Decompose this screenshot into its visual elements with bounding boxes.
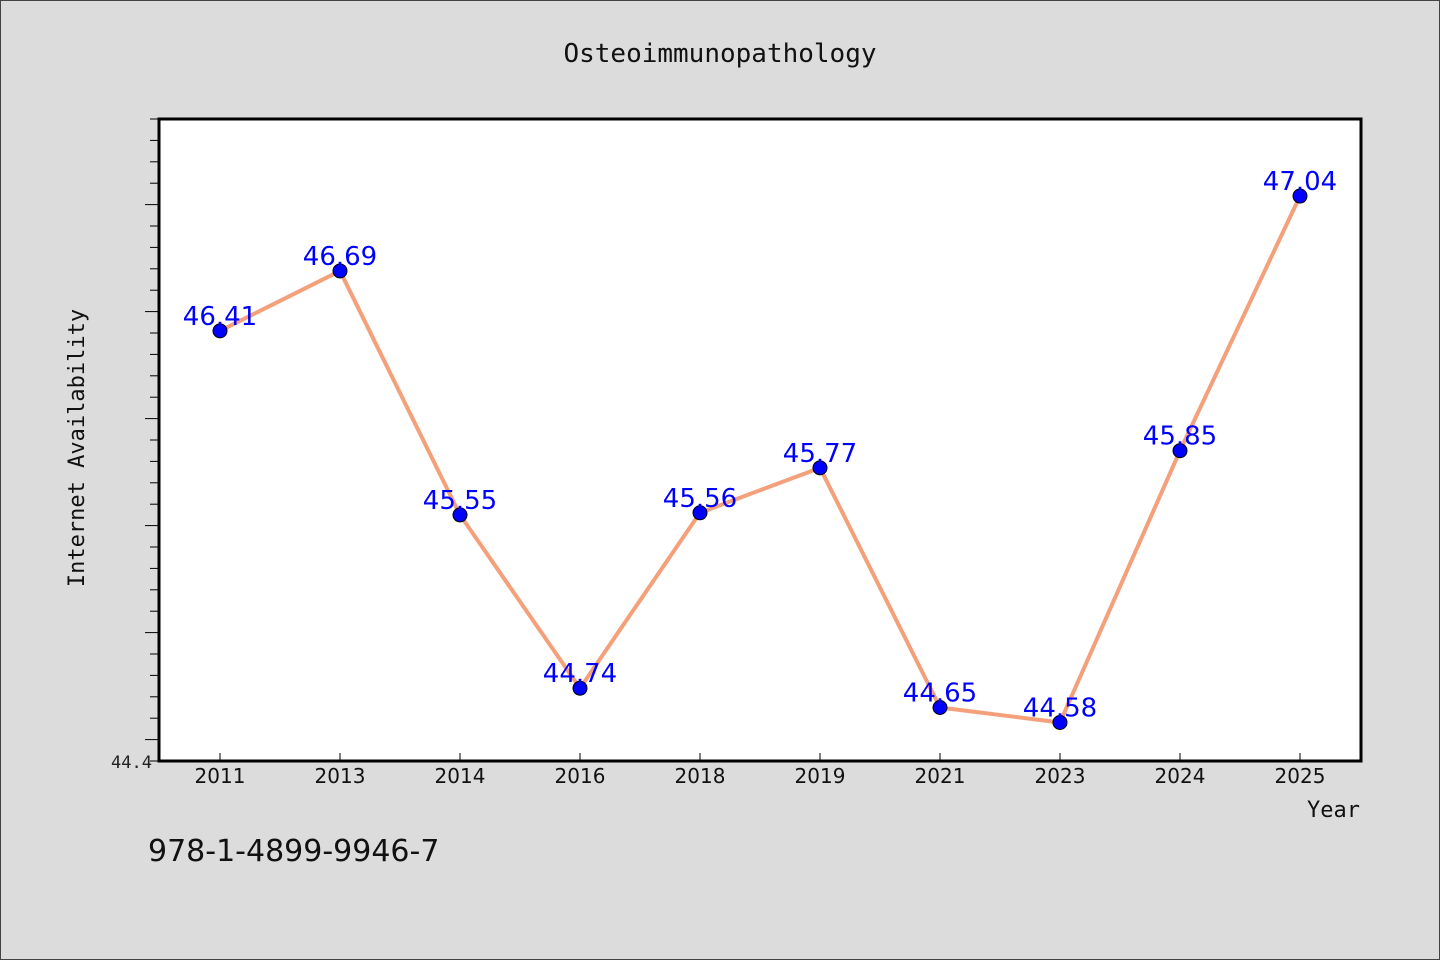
- data-label: 45.56: [663, 484, 737, 514]
- data-point: [932, 700, 948, 715]
- x-tick-label: 2011: [195, 764, 246, 788]
- x-tick-label: 2021: [915, 764, 966, 788]
- x-tick-label: 2013: [315, 764, 366, 788]
- data-point: [452, 507, 468, 523]
- x-axis-label: Year: [1307, 798, 1360, 823]
- data-points: [212, 188, 1308, 730]
- x-tick-label: 2019: [795, 764, 846, 788]
- data-label: 46.41: [183, 302, 257, 332]
- data-point: [572, 680, 588, 696]
- data-label: 47.04: [1263, 167, 1337, 197]
- x-tick-label: 2023: [1035, 764, 1086, 788]
- data-point: [1172, 443, 1188, 459]
- data-label: 46.69: [303, 242, 377, 272]
- data-label: 45.55: [423, 486, 497, 516]
- data-labels: 46.41 46.69 45.55 44.74 45.56 45.77 44.65 44.58…: [183, 167, 1337, 723]
- data-point: [1292, 188, 1308, 204]
- y-axis-ticks: [145, 118, 159, 762]
- data-point: [812, 460, 828, 476]
- series-line: [219, 195, 1302, 725]
- x-tick-label: 2025: [1275, 764, 1326, 788]
- data-point: [332, 263, 348, 279]
- x-tick-label: 2014: [435, 764, 486, 788]
- data-point: [692, 505, 708, 521]
- data-label: 45.85: [1143, 422, 1217, 452]
- plot-area: [157, 117, 1363, 763]
- data-label: 44.58: [1023, 693, 1097, 723]
- data-label: 45.77: [783, 439, 857, 469]
- data-point: [212, 323, 228, 339]
- data-label: 44.65: [903, 679, 977, 709]
- y-axis-label: Internet Availability: [65, 309, 90, 587]
- x-tick-label: 2016: [555, 764, 606, 788]
- chart-title: Osteoimmunopathology: [563, 39, 876, 69]
- data-point: [1052, 714, 1068, 730]
- x-tick-label: 2024: [1155, 764, 1206, 788]
- y-tick-label: 44.4: [111, 753, 152, 773]
- x-axis-ticks: 2011 2013 2014 2016 2018 2019 2021 2023 2024 2025: [195, 753, 1326, 788]
- x-tick-label: 2018: [675, 764, 726, 788]
- isbn-text: 978-1-4899-9946-7: [148, 834, 440, 869]
- data-label: 44.74: [543, 659, 617, 689]
